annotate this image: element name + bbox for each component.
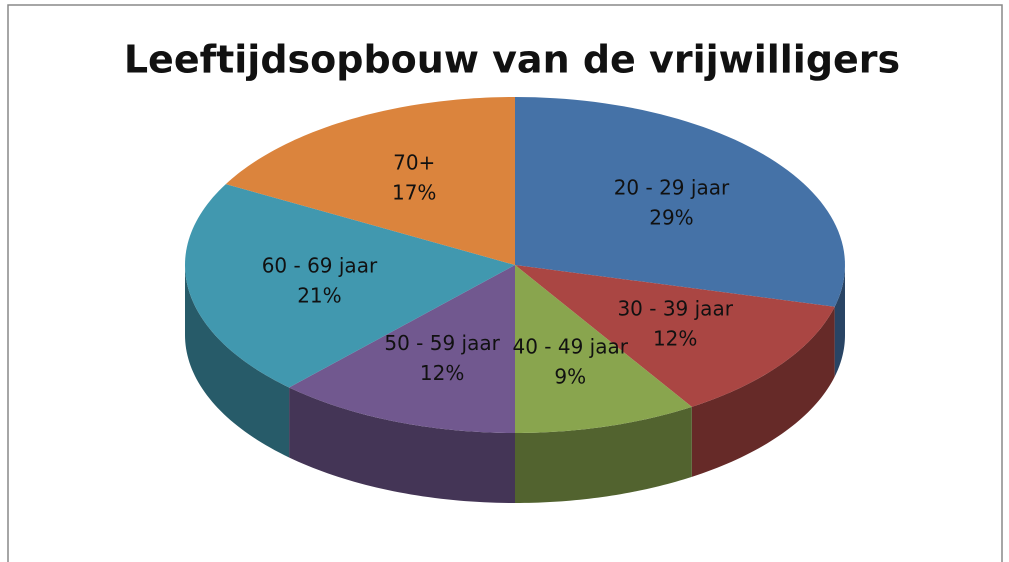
slice-percent: 12%: [653, 327, 697, 351]
slice-label: 70+: [393, 151, 435, 175]
slice-side: [185, 265, 290, 458]
slice-label: 60 - 69 jaar: [262, 253, 378, 277]
slice-side: [691, 306, 835, 477]
slice-percent: 12%: [420, 361, 464, 385]
slice: [185, 184, 515, 388]
slice-side: [834, 265, 845, 377]
slice-label: 40 - 49 jaar: [512, 334, 628, 358]
chart-title: Leeftijdsopbouw van de vrijwilligers: [124, 38, 900, 82]
slice: [225, 97, 516, 265]
slice: [515, 97, 845, 307]
slice: [289, 265, 515, 433]
slice-percent: 9%: [554, 364, 586, 388]
slice-percent: 21%: [297, 283, 341, 307]
slice-label: 50 - 59 jaar: [384, 331, 500, 355]
slice-side: [515, 406, 692, 503]
slice-percent: 29%: [649, 206, 693, 230]
slice-side: [289, 387, 515, 503]
slice: [515, 265, 835, 407]
slice-label: 30 - 39 jaar: [617, 297, 733, 321]
slice: [515, 265, 692, 433]
slice-percent: 17%: [392, 181, 436, 205]
slice-label: 20 - 29 jaar: [614, 176, 730, 200]
